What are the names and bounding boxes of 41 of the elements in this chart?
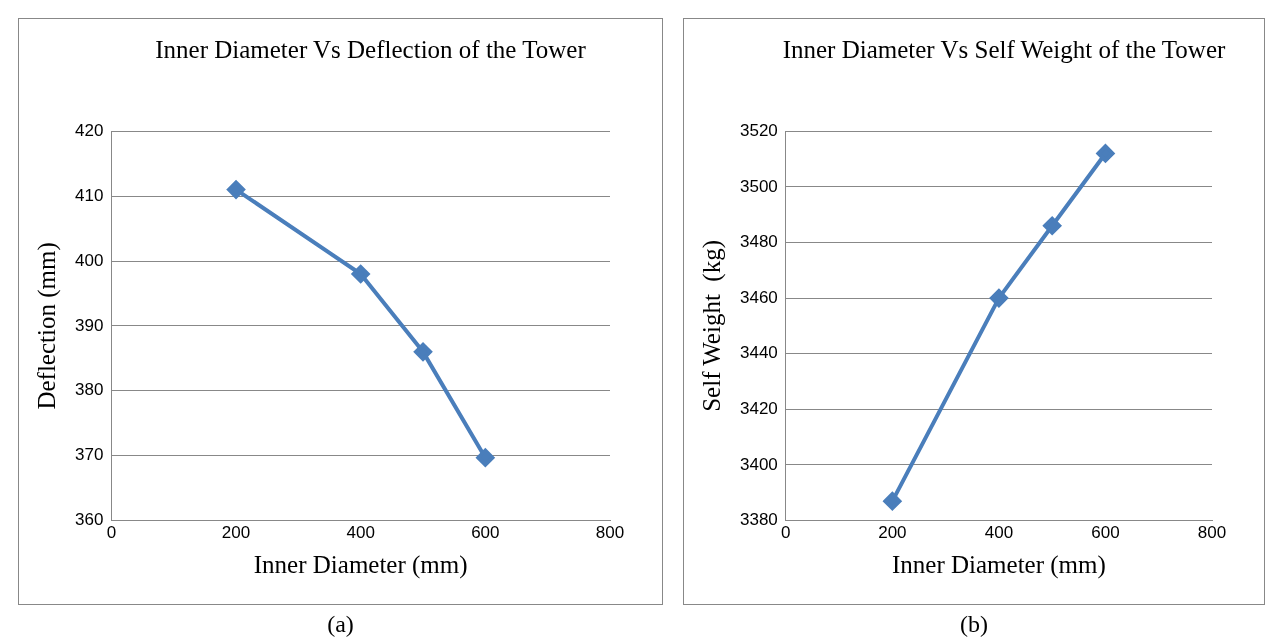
x-tick-label: 600 (1091, 523, 1120, 543)
point (1043, 216, 1062, 235)
chart-title: Inner Diameter Vs Deflection of the Tower (154, 35, 587, 65)
y-tick-label: 3440 (739, 343, 778, 363)
y-tick-label: 3480 (739, 232, 778, 252)
x-tick-label: 0 (781, 523, 791, 543)
x-tick-label: 800 (595, 523, 625, 543)
point (1096, 144, 1115, 163)
point (883, 492, 902, 511)
y-axis-title: Self Weight (kg) (697, 239, 726, 412)
x-tick-label: 0 (106, 523, 117, 543)
y-tick-label: 360 (74, 510, 104, 530)
point (351, 264, 370, 283)
point (414, 342, 433, 361)
y-tick-label: 3500 (739, 176, 778, 196)
x-tick-label: 200 (878, 523, 907, 543)
y-tick-label: 3460 (739, 287, 778, 307)
y-tick-label: 3400 (739, 454, 778, 474)
x-axis-title: Inner Diameter (mm) (253, 550, 468, 579)
x-tick-label: 200 (221, 523, 251, 543)
point (989, 289, 1008, 308)
y-tick-label: 410 (74, 185, 104, 205)
chart-title: Inner Diameter Vs Self Weight of the Tower (781, 35, 1227, 65)
y-tick-label: 3380 (739, 510, 778, 530)
x-tick-label: 600 (471, 523, 500, 543)
y-tick-label: 420 (74, 120, 104, 140)
y-tick-label: 3420 (739, 399, 778, 419)
x-tick-label: 800 (1197, 523, 1227, 543)
y-axis-title: Deflection (mm) (32, 242, 61, 410)
y-tick-label: 380 (74, 380, 104, 400)
x-tick-label: 400 (984, 523, 1014, 543)
point (476, 448, 495, 467)
text: (a) (326, 611, 355, 638)
y-tick-label: 370 (74, 445, 104, 465)
y-tick-label: 390 (74, 315, 104, 335)
text: (b) (959, 611, 989, 638)
point (227, 180, 246, 199)
x-tick-label: 400 (346, 523, 375, 543)
x-axis-title: Inner Diameter (mm) (892, 550, 1106, 579)
y-tick-label: 3520 (739, 120, 778, 140)
y-tick-label: 400 (74, 250, 104, 270)
